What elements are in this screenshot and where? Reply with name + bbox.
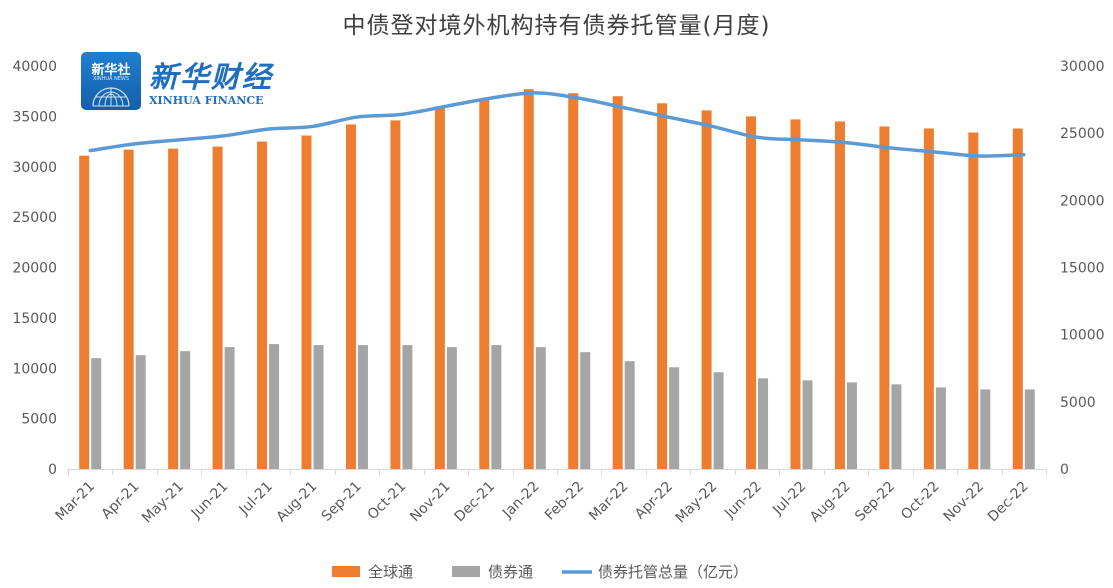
left-axis-tick-label: 10000 — [12, 361, 57, 377]
line-custody-total — [88, 91, 1026, 158]
left-axis-tick-label: 0 — [48, 462, 57, 478]
right-axis-tick-label: 25000 — [1060, 126, 1105, 142]
bar-zhaiquantong — [580, 352, 591, 469]
right-axis-tick-label: 10000 — [1060, 328, 1105, 344]
bar-quanqiutong — [879, 126, 890, 469]
x-axis-tick-label: Jul-21 — [236, 479, 276, 519]
bar-zhaiquantong — [669, 367, 680, 469]
bar-quanqiutong — [345, 124, 356, 469]
bar-quanqiutong — [568, 93, 579, 469]
bar-zhaiquantong — [402, 345, 413, 469]
bar-quanqiutong — [612, 96, 623, 469]
right-axis-tick-label: 5000 — [1060, 395, 1096, 411]
bar-quanqiutong — [1012, 128, 1023, 469]
bar-zhaiquantong — [446, 347, 457, 469]
left-axis-tick-label: 40000 — [12, 59, 57, 75]
x-axis-tick-label: Oct-22 — [898, 479, 943, 524]
bar-quanqiutong — [390, 120, 401, 469]
bar-quanqiutong — [123, 149, 134, 469]
globe-icon — [92, 87, 130, 107]
badge-cn-text: 新华社 — [91, 63, 131, 78]
right-axis-tick-label: 30000 — [1060, 59, 1105, 75]
bar-zhaiquantong — [535, 347, 546, 469]
legend-label: 全球通 — [368, 563, 413, 581]
bar-quanqiutong — [79, 155, 90, 470]
left-axis-tick-label: 25000 — [12, 210, 57, 226]
bar-quanqiutong — [968, 132, 979, 469]
bar-zhaiquantong — [758, 378, 769, 469]
legend-label: 债券通 — [488, 563, 533, 581]
x-axis-tick-label: Dec-21 — [451, 479, 498, 526]
bar-zhaiquantong — [224, 347, 235, 469]
legend-label: 债券托管总量（亿元） — [598, 563, 748, 581]
x-axis-tick-label: Jun-22 — [721, 479, 765, 523]
bar-quanqiutong — [657, 103, 668, 469]
bar-quanqiutong — [834, 121, 845, 469]
x-axis-tick-label: Oct-21 — [365, 479, 410, 524]
left-axis-tick-label: 20000 — [12, 261, 57, 277]
bar-zhaiquantong — [313, 345, 324, 469]
bar-zhaiquantong — [135, 355, 146, 469]
bar-zhaiquantong — [624, 361, 635, 469]
bar-zhaiquantong — [713, 372, 724, 469]
x-axis-tick-label: Jul-22 — [769, 479, 809, 519]
x-axis-tick-label: Apr-21 — [99, 479, 143, 523]
right-axis-tick-label: 15000 — [1060, 261, 1105, 277]
x-axis-tick-label: Mar-21 — [53, 479, 99, 525]
brand-en-text: XINHUA FINANCE — [149, 94, 264, 107]
bar-quanqiutong — [257, 141, 268, 469]
bar-zhaiquantong — [935, 387, 946, 469]
bar-zhaiquantong — [1024, 389, 1035, 469]
x-axis-tick-label: Sep-21 — [319, 479, 365, 525]
bar-zhaiquantong — [269, 344, 280, 469]
bar-quanqiutong — [923, 128, 934, 469]
left-axis-tick-label: 15000 — [12, 311, 57, 327]
xinhua-finance-logo: 新华社 XINHUA NEWS 新华财经 XINHUA FINANCE — [81, 52, 281, 112]
x-axis-tick-label: Mar-22 — [586, 479, 632, 525]
legend-swatch — [452, 566, 480, 577]
x-axis-tick-label: Aug-21 — [274, 479, 321, 526]
x-axis-tick-label: Apr-22 — [632, 479, 676, 523]
legend-swatch — [332, 566, 360, 577]
bar-quanqiutong — [790, 119, 801, 470]
x-axis-tick-label: Jun-21 — [188, 479, 232, 523]
x-axis-tick-label: Feb-22 — [542, 479, 587, 524]
left-axis-tick-label: 30000 — [12, 160, 57, 176]
bar-zhaiquantong — [980, 389, 991, 469]
bar-zhaiquantong — [846, 382, 857, 469]
brand-cn-text: 新华财经 — [149, 60, 274, 94]
bar-zhaiquantong — [802, 380, 813, 469]
right-axis-tick-label: 0 — [1060, 462, 1069, 478]
bar-quanqiutong — [701, 110, 712, 469]
bar-zhaiquantong — [891, 384, 902, 469]
chart-title: 中债登对境外机构持有债券托管量(月度) — [342, 13, 771, 39]
right-axis-tick-label: 20000 — [1060, 193, 1105, 209]
x-axis-tick-label: May-22 — [673, 479, 721, 527]
bar-zhaiquantong — [491, 345, 502, 469]
bar-quanqiutong — [212, 146, 223, 469]
bar-quanqiutong — [168, 148, 179, 470]
left-axis-tick-label: 5000 — [21, 412, 57, 428]
x-axis-tick-label: Aug-22 — [807, 479, 854, 526]
xinhua-news-badge: 新华社 XINHUA NEWS — [81, 52, 141, 110]
bar-quanqiutong — [523, 89, 534, 470]
bar-zhaiquantong — [357, 345, 368, 469]
bar-quanqiutong — [479, 98, 490, 470]
x-axis-tick-label: Sep-22 — [852, 479, 898, 525]
x-axis-tick-label: Nov-21 — [407, 479, 454, 526]
x-axis-tick-label: Jan-22 — [499, 479, 542, 522]
x-axis-tick-label: Nov-22 — [941, 479, 988, 526]
bar-zhaiquantong — [91, 358, 102, 469]
badge-en-text: XINHUA NEWS — [92, 76, 130, 82]
bar-quanqiutong — [746, 116, 757, 469]
left-axis-tick-label: 35000 — [12, 109, 57, 125]
bar-zhaiquantong — [180, 351, 191, 469]
bar-quanqiutong — [434, 106, 445, 470]
x-axis-tick-label: May-21 — [139, 479, 187, 527]
bar-quanqiutong — [301, 135, 312, 469]
x-axis-tick-label: Dec-22 — [985, 479, 1032, 526]
